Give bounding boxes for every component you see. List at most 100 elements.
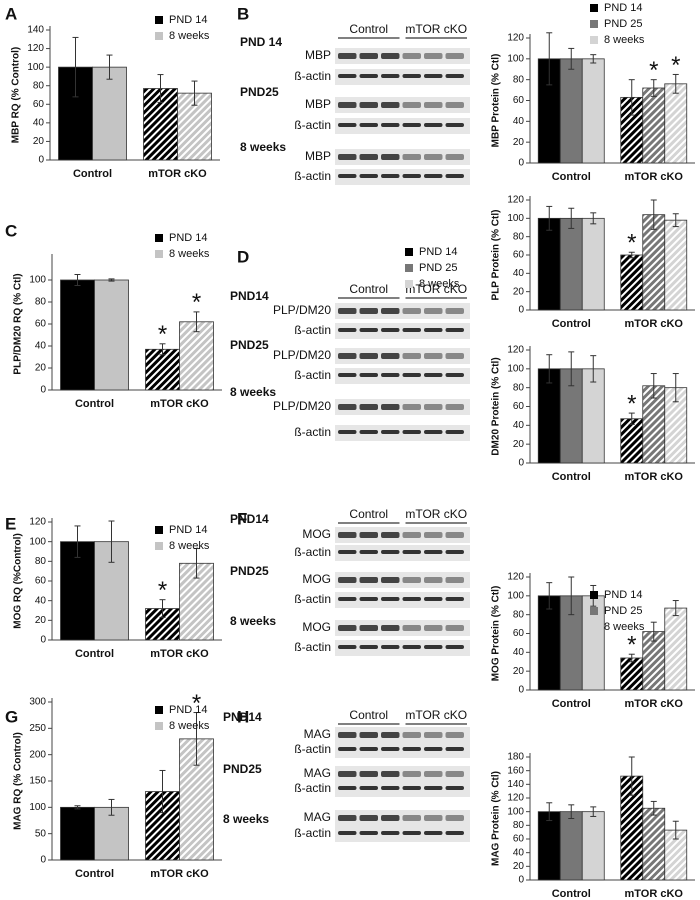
error-bar [628,756,635,796]
legend-swatch [155,722,163,730]
y-tick-label: 40 [513,847,525,858]
panel-letter: A [5,4,17,23]
blot-band [381,430,400,434]
y-tick-label: 100 [507,53,524,64]
y-tick-label: 100 [29,536,46,547]
y-tick-label: 40 [513,647,525,658]
y-axis-label: MOG RQ (%Control) [13,533,24,629]
y-tick-label: 0 [518,875,524,886]
blot-band [359,353,378,359]
y-tick-label: 20 [513,286,525,297]
x-tick-label: Control [552,318,591,330]
blot-band [445,353,464,359]
blot-band [381,786,400,790]
blot-band [381,625,400,631]
y-tick-label: 140 [27,25,44,36]
bar [642,807,666,881]
blot-row-label: MOG [302,572,331,586]
bar [60,279,95,391]
blot-band [445,577,464,583]
error-bar [72,36,79,98]
x-tick-label: Control [75,648,114,660]
blot-band [338,353,357,359]
panel-letter: D [237,247,249,266]
blot-band [381,747,400,751]
blot-row-label: ß-actin [294,323,331,337]
blot-group: PND 14 [240,35,282,49]
legend-swatch [590,623,598,631]
blot-band [445,102,464,108]
blot-group: 8 weeks [223,812,269,826]
bar [664,607,688,691]
blot-strip [335,118,470,134]
blot-strip [335,742,470,758]
blot-row-label: ß-actin [294,118,331,132]
y-tick-label: 20 [35,615,47,626]
legend-swatch [155,542,163,550]
y-tick-label: 100 [507,590,524,601]
blot-group: PND25 [230,564,269,578]
y-tick-label: 40 [33,117,45,128]
blot-band [402,771,421,777]
legend-swatch [155,234,163,242]
blot-band [338,308,357,314]
blot-band [424,786,443,790]
blot-band [381,53,400,59]
legend-label: PND 14 [604,589,643,601]
x-tick-label: Control [75,868,114,880]
error-bar [590,355,597,383]
blot-band [359,74,378,78]
blot-strip [335,826,470,842]
blot-band [402,831,421,835]
blot-band [424,353,443,359]
y-tick-label: 80 [35,556,47,567]
legend-swatch [405,280,413,288]
y-tick-label: 0 [518,458,524,469]
x-tick-label: Control [552,471,591,483]
bar [537,595,561,691]
blot-band [445,771,464,777]
blot-band [381,123,400,127]
significance-star: * [192,289,201,316]
blot-band [424,154,443,160]
blot-band [402,308,421,314]
y-tick-label: 50 [35,828,47,839]
blot-band [445,123,464,127]
y-tick-label: 200 [29,749,46,760]
blot-row-label: PLP/DM20 [273,348,331,362]
y-axis-label: DM20 Protein (% Ctl) [491,357,502,455]
blot-row-label: ß-actin [294,169,331,183]
bar [581,368,605,464]
bar [559,217,583,311]
blot-band [359,154,378,160]
blot-band [381,732,400,738]
blot-band [445,154,464,160]
y-axis-label: MAG RQ (% Control) [13,732,24,830]
y-tick-label: 120 [507,572,524,583]
blot-band [402,74,421,78]
significance-star: * [158,577,167,604]
legend-swatch [155,706,163,714]
y-tick-label: 40 [513,116,525,127]
blot-band [381,328,400,332]
y-tick-label: 0 [40,635,46,646]
blot-band [338,53,357,59]
x-tick-label: Control [552,698,591,710]
blot-band [445,404,464,410]
blot-band [402,786,421,790]
blot-band [381,815,400,821]
blot-band [445,597,464,601]
blot-band [445,373,464,377]
error-bar [108,798,115,816]
legend-label: PND 14 [169,704,208,716]
blot-band [359,308,378,314]
y-tick-label: 0 [518,158,524,169]
error-bar [568,47,575,70]
blot-row-label: MBP [305,149,331,163]
y-tick-label: 250 [29,723,46,734]
blot-band [424,123,443,127]
blot-band [338,123,357,127]
legend-label: 8 weeks [604,621,645,633]
blot-band [402,154,421,160]
